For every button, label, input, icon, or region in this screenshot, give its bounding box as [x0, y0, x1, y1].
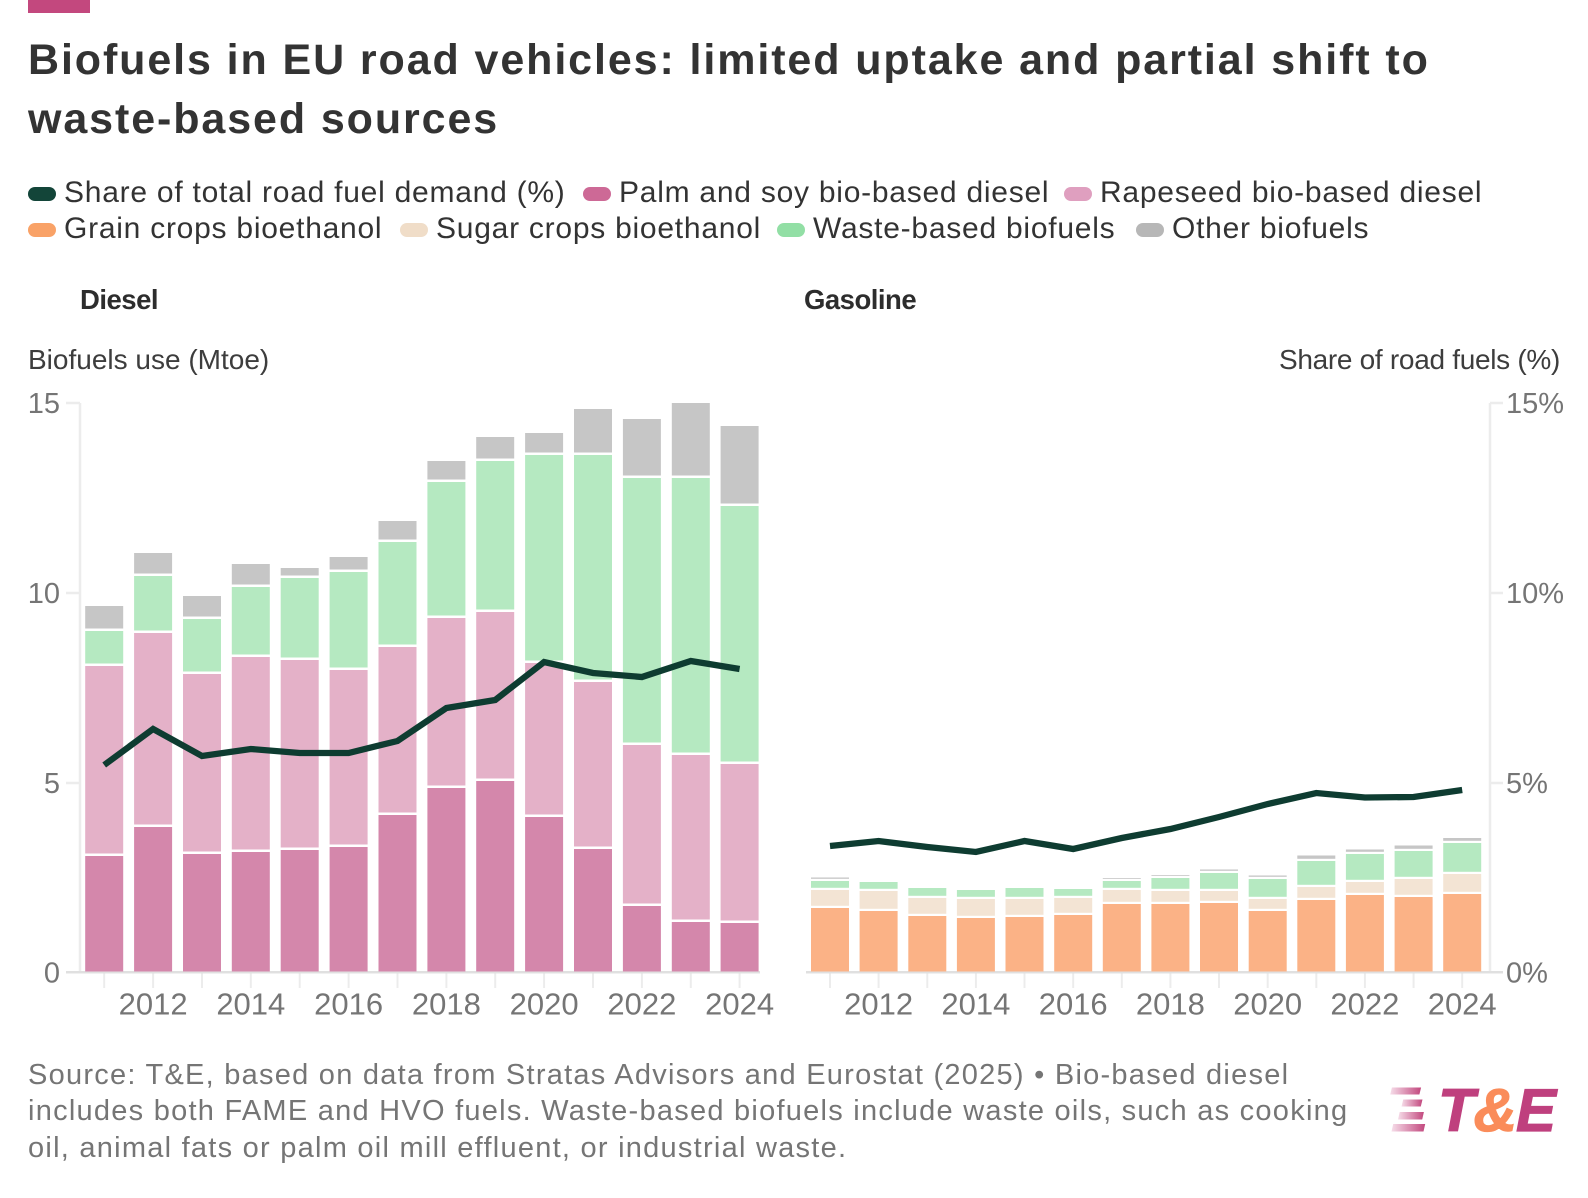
svg-text:2020: 2020	[510, 987, 579, 1022]
svg-text:15%: 15%	[1506, 388, 1564, 420]
svg-text:10: 10	[28, 578, 60, 610]
svg-text:2012: 2012	[119, 987, 188, 1022]
svg-text:2018: 2018	[412, 987, 481, 1022]
svg-text:2014: 2014	[216, 987, 285, 1022]
svg-text:2024: 2024	[705, 987, 774, 1022]
svg-text:0%: 0%	[1506, 958, 1548, 990]
svg-text:2020: 2020	[1233, 987, 1302, 1022]
svg-text:2022: 2022	[1330, 987, 1399, 1022]
svg-text:T&E: T&E	[1438, 1077, 1558, 1144]
svg-text:2024: 2024	[1428, 987, 1497, 1022]
svg-text:10%: 10%	[1506, 578, 1564, 610]
svg-text:2012: 2012	[844, 987, 913, 1022]
svg-text:2016: 2016	[1039, 987, 1108, 1022]
svg-text:2014: 2014	[941, 987, 1010, 1022]
svg-text:5%: 5%	[1506, 768, 1548, 800]
svg-text:5: 5	[44, 768, 60, 800]
svg-text:0: 0	[44, 958, 60, 990]
svg-text:2016: 2016	[314, 987, 383, 1022]
svg-text:2018: 2018	[1136, 987, 1205, 1022]
svg-text:2022: 2022	[607, 987, 676, 1022]
svg-text:15: 15	[28, 388, 60, 420]
